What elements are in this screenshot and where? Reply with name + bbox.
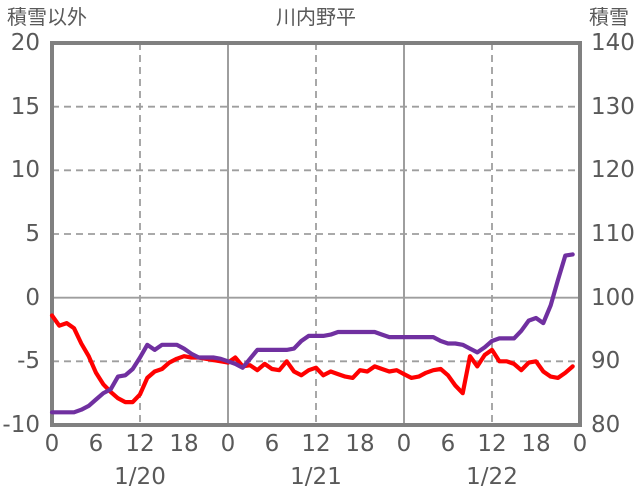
right-axis-tick-label: 140 [591,30,635,56]
x-axis-hour-label: 0 [572,431,588,457]
plot-border [50,41,582,427]
purple-series-line [49,252,575,415]
x-axis-hour-label: 0 [220,431,236,457]
x-axis-date-label: 1/22 [466,464,518,490]
right-axis-tick-label: 80 [591,412,621,438]
left-axis-tick-label: 5 [25,221,40,247]
left-axis-title: 積雪以外 [7,5,87,29]
left-axis-tick-label: 10 [10,157,40,184]
right-axis-tick-label: 120 [591,157,635,184]
x-axis-hour-label: 6 [264,431,280,457]
right-axis-tick-label: 90 [591,348,621,375]
x-axis-hour-label: 0 [396,431,412,457]
left-axis-tick-label: 0 [25,284,40,311]
left-axis-tick-label: -10 [2,412,40,438]
chart-title: 川内野平 [276,5,356,29]
x-axis-hour-label: 18 [169,431,199,457]
x-axis-hour-label: 0 [44,431,60,457]
x-axis-hour-label: 12 [477,431,507,457]
left-axis-tick-label: 20 [10,30,40,56]
x-axis-hour-label: 6 [88,431,104,457]
x-axis-hour-label: 18 [521,431,551,457]
left-axis-tick-label: 15 [10,93,40,120]
x-axis-hour-label: 18 [345,431,375,457]
x-axis-date-label: 1/20 [114,464,166,490]
x-axis-hour-label: 6 [440,431,456,457]
left-axis-tick-label: -5 [17,348,40,375]
red-series-line [49,313,575,405]
x-axis-date-label: 1/21 [290,464,342,490]
right-axis-title: 積雪 [589,5,629,29]
x-axis-hour-label: 12 [125,431,155,457]
x-axis-hour-label: 12 [301,431,331,457]
right-axis-tick-label: 100 [591,284,635,311]
right-axis-tick-label: 130 [591,93,635,120]
right-axis-tick-label: 110 [591,221,635,247]
